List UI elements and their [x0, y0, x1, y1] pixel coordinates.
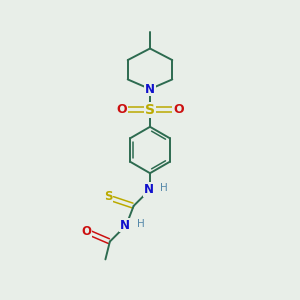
Text: H: H — [160, 183, 168, 193]
Text: S: S — [104, 190, 112, 203]
Text: N: N — [120, 219, 130, 232]
Text: H: H — [136, 219, 144, 229]
Text: N: N — [143, 183, 154, 196]
Text: N: N — [145, 82, 155, 96]
Text: O: O — [81, 225, 91, 238]
Text: O: O — [116, 103, 127, 116]
Text: S: S — [145, 103, 155, 117]
Text: O: O — [173, 103, 184, 116]
